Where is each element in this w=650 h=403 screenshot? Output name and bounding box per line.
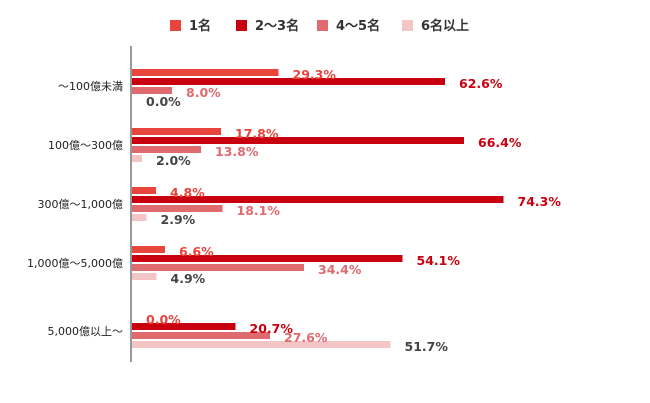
value-label-2-2: 18.1% [237,203,281,218]
category-labels: ～100億未満 100億～300億 300億～1,000億 1,000億～5,000億… [27,80,123,338]
bar-1-4 [132,323,236,330]
legend-label-0: 1名 [189,18,211,34]
value-label-0-3: 6.6% [179,244,214,259]
bar-1-1 [132,137,464,144]
bar-0-1 [132,128,221,135]
legend-swatch-1 [236,20,247,31]
value-label-0-4: 0.0% [146,312,181,327]
legend-swatch-0 [170,20,181,31]
value-label-1-1: 66.4% [478,135,522,150]
value-label-1-2: 74.3% [518,194,562,209]
bar-0-0 [132,69,279,76]
category-label-0: ～100億未満 [58,80,123,93]
bar-3-1 [132,155,142,162]
legend-swatch-2 [317,20,328,31]
bar-1-0 [132,78,445,85]
bar-2-0 [132,87,172,94]
value-label-1-3: 54.1% [417,253,461,268]
value-label-1-4: 20.7% [250,321,294,336]
bar-2-4 [132,332,270,339]
value-label-2-0: 8.0% [186,85,221,100]
value-labels: 29.3% 62.6% 8.0% 0.0% 17.8% 66.4% 13.8% 2.0% 4.8… [146,67,561,354]
value-label-3-0: 0.0% [146,94,181,109]
value-label-2-4: 27.6% [284,330,328,345]
value-label-0-1: 17.8% [235,126,279,141]
category-label-3: 1,000億～5,000億 [27,257,123,270]
bar-0-3 [132,246,165,253]
value-label-1-0: 62.6% [459,76,503,91]
bar-3-2 [132,214,147,221]
value-label-3-3: 4.9% [171,271,206,286]
bar-2-2 [132,205,223,212]
bar-1-3 [132,255,403,262]
bar-2-1 [132,146,201,153]
value-label-3-4: 51.7% [405,339,449,354]
legend-label-3: 6名以上 [421,18,469,34]
legend-label-1: 2～3名 [255,18,299,34]
value-label-3-2: 2.9% [161,212,196,227]
value-label-3-1: 2.0% [156,153,191,168]
bars [132,69,504,348]
category-label-1: 100億～300億 [48,139,123,152]
bar-2-3 [132,264,304,271]
legend-label-2: 4～5名 [336,18,380,34]
value-label-0-0: 29.3% [293,67,337,82]
bar-1-2 [132,196,504,203]
legend-swatch-3 [402,20,413,31]
bar-3-4 [132,341,391,348]
chart-legend: 1名 2～3名 4～5名 6名以上 [170,18,469,34]
value-label-0-2: 4.8% [170,185,205,200]
value-label-2-1: 13.8% [215,144,259,159]
category-label-4: 5,000億以上～ [48,325,124,338]
bar-3-3 [132,273,157,280]
category-label-2: 300億～1,000億 [38,198,124,211]
bar-0-2 [132,187,156,194]
value-label-2-3: 34.4% [318,262,362,277]
